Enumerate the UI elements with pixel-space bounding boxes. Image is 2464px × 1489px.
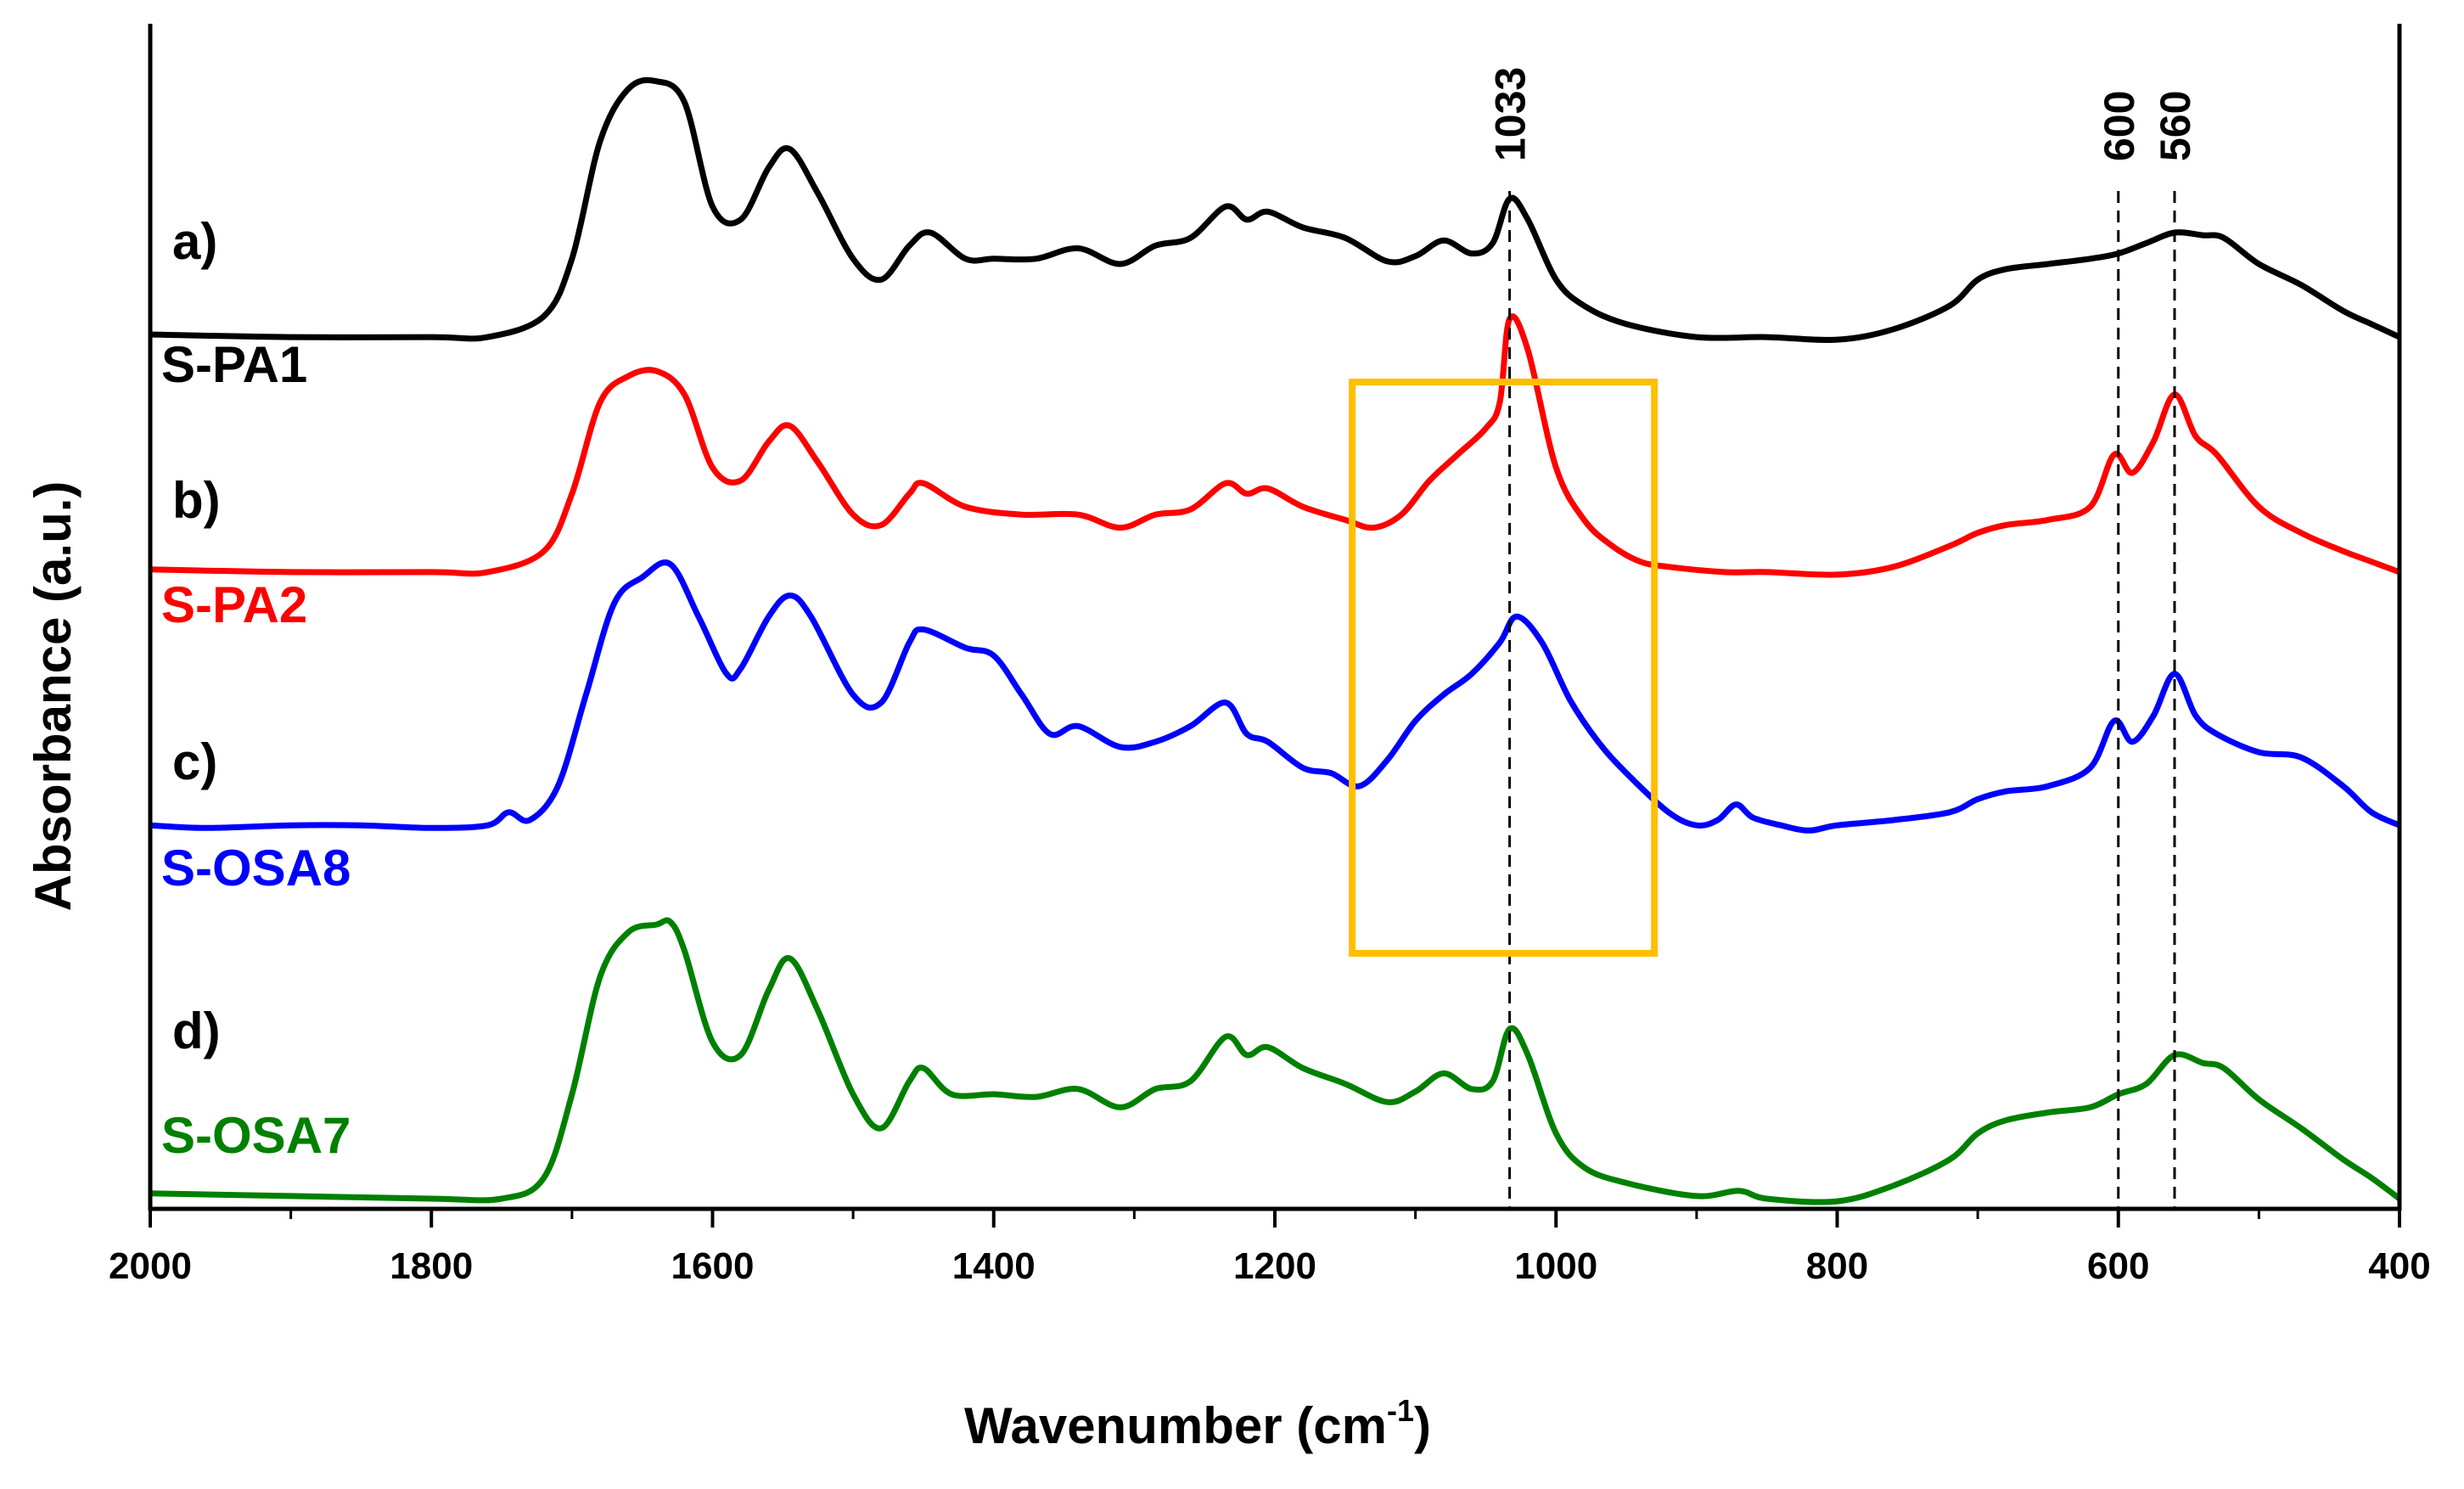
series-name-s-osa7: S-OSA7	[161, 1107, 351, 1164]
series-line-s-osa8	[149, 559, 2401, 834]
x-tick-label-800: 800	[1806, 1245, 1868, 1287]
series-name-s-pa1: S-PA1	[161, 336, 307, 393]
x-tick-label-400: 400	[2368, 1245, 2430, 1287]
series-line-s-pa1	[149, 76, 2401, 343]
x-tick-label-1000: 1000	[1514, 1245, 1597, 1287]
x-axis-title: Wavenumber (cm-1)	[964, 1393, 1431, 1454]
highlight-box	[1349, 379, 1659, 957]
series-name-s-osa8: S-OSA8	[161, 840, 351, 896]
x-axis-title-main: Wavenumber (cm	[964, 1397, 1387, 1454]
x-tick-label-1400: 1400	[952, 1245, 1036, 1287]
reference-label-560: 560	[2152, 91, 2199, 161]
x-tick-label-2000: 2000	[109, 1245, 192, 1287]
series-line-s-osa7	[149, 917, 2402, 1205]
reference-label-1033: 1033	[1487, 67, 1535, 161]
axes	[148, 24, 2402, 1211]
x-ticks: 2000 1800 1600 1400 1200 1000 800 600 400	[109, 1209, 2431, 1287]
x-tick-label-1600: 1600	[671, 1245, 755, 1287]
series-letter-b: b)	[172, 472, 221, 529]
series-letter-d: d)	[172, 1003, 221, 1059]
highlight-rectangle	[1349, 379, 1659, 957]
x-axis-title-close: )	[1414, 1397, 1431, 1454]
reference-label-600: 600	[2096, 91, 2143, 161]
series-letter-c: c)	[172, 733, 217, 790]
series-line-s-pa2	[149, 313, 2401, 578]
reference-lines: 1033 600 560	[1487, 67, 2199, 1209]
x-tick-label-1200: 1200	[1233, 1245, 1316, 1287]
series-letter-a: a)	[172, 213, 217, 270]
x-tick-label-1800: 1800	[390, 1245, 473, 1287]
plot-lines	[149, 76, 2402, 1205]
y-axis-title: Absorbance (a.u.)	[25, 481, 81, 912]
x-tick-label-600: 600	[2087, 1245, 2149, 1287]
x-axis-title-superscript: -1	[1387, 1393, 1414, 1428]
series-labels: a) S-PA1 b) S-PA2 c) S-OSA8 d) S-OSA7	[161, 213, 351, 1164]
series-name-s-pa2: S-PA2	[161, 576, 307, 633]
